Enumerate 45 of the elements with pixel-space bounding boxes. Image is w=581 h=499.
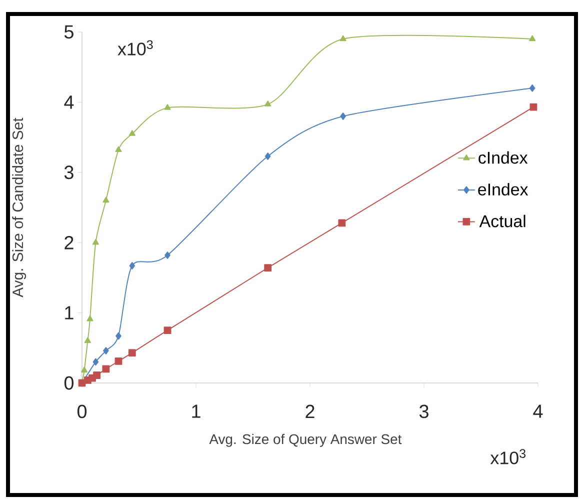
point (93, 372, 101, 379)
point (84, 337, 91, 343)
x-tick-label: 0 (77, 404, 87, 418)
point (340, 112, 346, 120)
point (102, 196, 110, 203)
point (102, 365, 110, 373)
point (164, 326, 172, 334)
point (529, 84, 536, 92)
legend-label: eIndex (478, 183, 528, 196)
point (164, 252, 170, 259)
y-tick-label: 1 (65, 306, 74, 320)
point (264, 264, 272, 272)
text: x10$^{3}$ (490, 449, 526, 464)
x-tick-label: 2 (306, 404, 314, 418)
point (530, 103, 538, 111)
point (529, 35, 536, 42)
y-axis-title: Avg. Size of Candidate Set (12, 118, 26, 298)
x-axis-title: Avg. Size of Query Answer Set (209, 434, 402, 447)
point (264, 152, 271, 160)
point (92, 238, 99, 245)
point (86, 315, 94, 322)
point (338, 219, 346, 227)
y-tick-label: 0 (64, 376, 74, 390)
x-tick-label: 3 (419, 404, 428, 418)
x-tick-label: 1 (192, 404, 200, 418)
point (114, 358, 122, 365)
annotation: x10$^{3}$ (118, 40, 153, 56)
legend-label: Actual (479, 214, 526, 228)
point (264, 100, 272, 106)
point (115, 146, 122, 152)
legend-label: cIndex (478, 151, 528, 164)
point (128, 130, 136, 136)
point (103, 346, 109, 354)
point (116, 332, 122, 340)
point (340, 35, 346, 42)
x-tick-label: 4 (533, 404, 543, 418)
y-tick-label: 2 (64, 236, 74, 250)
point (128, 349, 136, 356)
y-tick-label: 5 (64, 25, 74, 39)
point (129, 262, 136, 270)
y-tick-label: 3 (64, 166, 74, 180)
point (164, 104, 171, 110)
y-tick-label: 4 (64, 96, 74, 109)
point (92, 358, 99, 366)
point (81, 366, 88, 372)
